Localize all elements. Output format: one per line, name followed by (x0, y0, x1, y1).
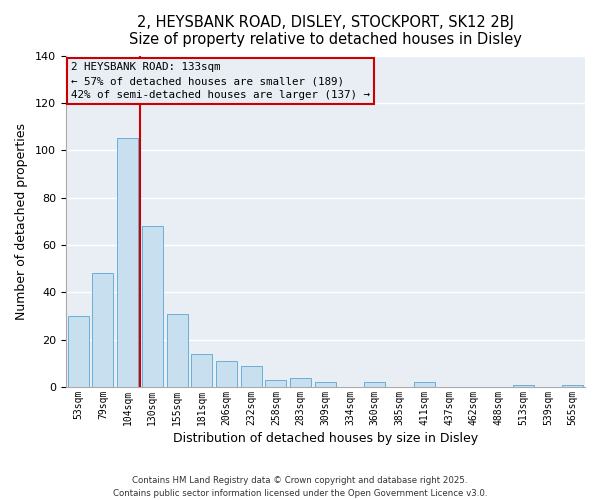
Text: 2 HEYSBANK ROAD: 133sqm
← 57% of detached houses are smaller (189)
42% of semi-d: 2 HEYSBANK ROAD: 133sqm ← 57% of detache… (71, 62, 370, 100)
Bar (241, 366, 262, 387)
Title: 2, HEYSBANK ROAD, DISLEY, STOCKPORT, SK12 2BJ
Size of property relative to detac: 2, HEYSBANK ROAD, DISLEY, STOCKPORT, SK1… (129, 15, 522, 48)
Bar (191, 354, 212, 387)
Bar (364, 382, 385, 387)
Bar (315, 382, 336, 387)
Text: Contains HM Land Registry data © Crown copyright and database right 2025.
Contai: Contains HM Land Registry data © Crown c… (113, 476, 487, 498)
Bar (265, 380, 286, 387)
Bar (512, 384, 533, 387)
Bar (142, 226, 163, 387)
Bar (414, 382, 435, 387)
Bar (290, 378, 311, 387)
Bar (562, 384, 583, 387)
Bar (92, 274, 113, 387)
Y-axis label: Number of detached properties: Number of detached properties (15, 123, 28, 320)
X-axis label: Distribution of detached houses by size in Disley: Distribution of detached houses by size … (173, 432, 478, 445)
Bar (117, 138, 138, 387)
Bar (216, 361, 237, 387)
Bar (68, 316, 89, 387)
Bar (167, 314, 188, 387)
